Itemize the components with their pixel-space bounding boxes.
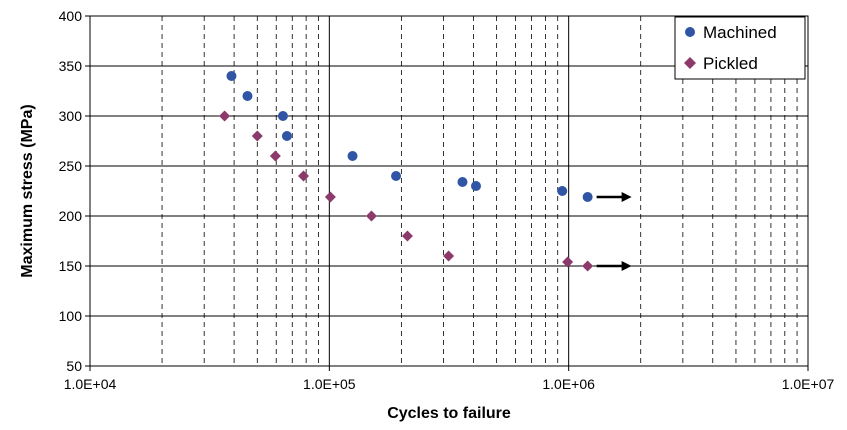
legend-machined-label: Machined [703, 23, 777, 42]
y-tick-label: 250 [59, 158, 83, 174]
machined-point [226, 71, 237, 81]
x-tick-label: 1.0E+07 [782, 376, 835, 392]
pickled-point [443, 250, 455, 262]
pickled-point [298, 170, 310, 182]
plot-area-frame [89, 15, 809, 367]
y-tick-label: 300 [59, 108, 83, 124]
pickled-point [269, 150, 281, 162]
runout-arrows [596, 192, 632, 271]
legend-machined-marker [685, 27, 695, 37]
machined-point [391, 171, 402, 181]
pickled-point [582, 260, 594, 272]
pickled-point [562, 256, 574, 268]
y-axis-title: Maximum stress (MPa) [19, 104, 36, 277]
data-points [219, 71, 594, 272]
x-tick-label: 1.0E+04 [64, 376, 117, 392]
machined-point [242, 91, 253, 101]
machined-point [347, 151, 358, 161]
pickled-point [365, 210, 377, 222]
pickled-runout-arrow-head [621, 261, 632, 271]
machined-point [281, 131, 292, 141]
x-axis-ticks: 1.0E+04 1.0E+05 1.0E+06 1.0E+07 [64, 366, 835, 392]
machined-point [457, 177, 468, 187]
machined-point [277, 111, 288, 121]
x-axis-title: Cycles to failure [387, 405, 511, 422]
pickled-point [324, 191, 336, 203]
x-tick-label: 1.0E+06 [542, 376, 595, 392]
y-tick-label: 400 [59, 8, 83, 24]
y-axis-ticks: 50 100 150 200 250 300 350 400 [59, 8, 90, 374]
grid [90, 15, 808, 367]
machined-point [557, 186, 568, 196]
machined-point [470, 181, 481, 191]
legend-pickled-marker [684, 57, 696, 69]
legend: Machined Pickled [674, 16, 806, 80]
y-tick-label: 150 [59, 258, 83, 274]
y-tick-label: 100 [59, 308, 83, 324]
legend-box [674, 16, 806, 80]
y-tick-label: 50 [66, 358, 82, 374]
y-tick-label: 350 [59, 58, 83, 74]
pickled-point [219, 110, 231, 122]
pickled-point [251, 130, 263, 142]
y-tick-label: 200 [59, 208, 83, 224]
legend-pickled-label: Pickled [703, 54, 758, 73]
machined-point [582, 192, 593, 202]
pickled-point [401, 230, 413, 242]
machined-runout-arrow-head [621, 192, 632, 202]
x-tick-label: 1.0E+05 [303, 376, 356, 392]
